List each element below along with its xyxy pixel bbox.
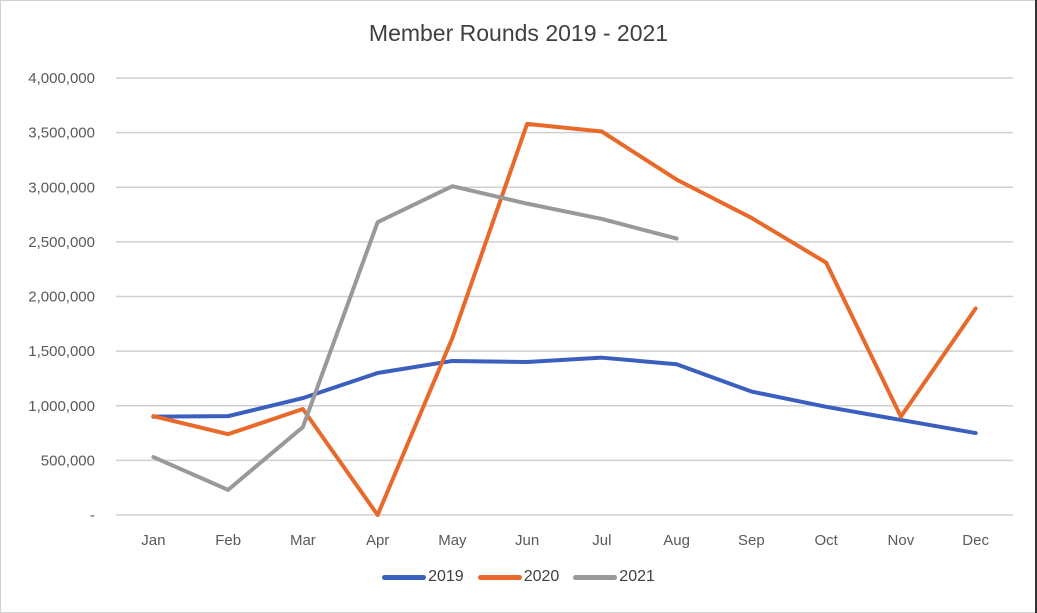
frame-edge [1035,0,1037,613]
series-line-2021 [151,184,679,492]
legend-swatch [573,574,618,580]
series-line-2020 [151,121,978,517]
legend-item-2020: 2020 [477,568,560,586]
x-tick-label: Oct [814,532,838,549]
y-tick-label: 1,000,000 [28,398,95,415]
legend-label: 2020 [523,568,560,585]
legend-label: 2019 [428,568,464,585]
x-tick-label: Jan [141,532,165,549]
y-tick-label: 2,500,000 [28,234,95,251]
legend-swatch [477,574,522,580]
x-tick-label: Apr [366,532,389,549]
y-tick-label: 500,000 [41,452,95,469]
y-tick-label: 3,000,000 [28,179,95,196]
y-tick-label: 4,000,000 [28,70,95,87]
x-tick-label: Feb [215,532,241,549]
x-tick-label: Jun [515,532,539,549]
legend: 2019 2020 2021 [0,568,1037,586]
series-line-2019 [151,355,978,436]
x-tick-label: Sep [738,532,765,549]
legend-label: 2021 [619,568,655,585]
y-tick-label: 2,000,000 [28,289,95,306]
x-tick-label: Mar [290,532,316,549]
x-tick-label: Dec [962,532,989,549]
chart-title: Member Rounds 2019 - 2021 [368,20,669,46]
legend-swatch [382,574,427,580]
legend-item-2019: 2019 [382,568,464,586]
x-tick-label: Nov [888,532,915,549]
x-tick-label: Aug [663,532,690,549]
y-tick-label: - [90,507,95,524]
y-tick-label: 3,500,000 [28,125,95,142]
x-tick-label: May [438,532,467,549]
legend-item-2021: 2021 [573,568,655,586]
y-tick-label: 1,500,000 [28,343,95,360]
x-tick-label: Jul [592,532,611,549]
